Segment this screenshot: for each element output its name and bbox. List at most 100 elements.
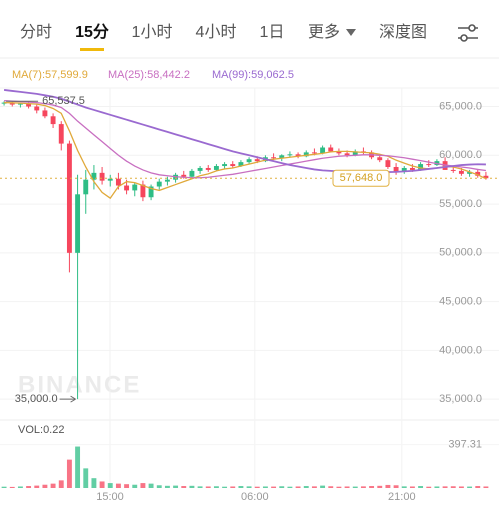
candle-body bbox=[66, 143, 72, 253]
candle-body bbox=[26, 103, 32, 107]
candle-body bbox=[467, 171, 473, 174]
volume-bar bbox=[58, 480, 64, 488]
arrow-head bbox=[70, 395, 76, 403]
volume-bar bbox=[66, 459, 72, 488]
y-tick-label: 397.31 bbox=[448, 439, 482, 451]
x-tick-label: 06:00 bbox=[241, 491, 269, 503]
volume-bar bbox=[360, 486, 366, 488]
volume-bar bbox=[442, 486, 448, 488]
y-tick-label: 40,000.0 bbox=[439, 344, 482, 356]
candle-body bbox=[377, 157, 383, 161]
volume-bar bbox=[385, 484, 391, 488]
ma-legend: MA(7):57,599.9 bbox=[12, 69, 88, 81]
ma-line bbox=[3, 89, 486, 174]
volume-bar bbox=[107, 483, 113, 488]
volume-bar bbox=[132, 484, 138, 488]
candle-body bbox=[222, 164, 228, 167]
candle-body bbox=[344, 153, 350, 156]
volume-bar bbox=[246, 486, 252, 488]
candle-body bbox=[205, 167, 211, 170]
volume-bar bbox=[156, 485, 162, 488]
volume-bar bbox=[75, 446, 81, 488]
high-marker-label: 65,537.5 bbox=[42, 95, 85, 107]
settings-icon[interactable] bbox=[458, 24, 478, 42]
last-price-box bbox=[332, 169, 390, 187]
volume-bar bbox=[254, 486, 260, 488]
volume-bar bbox=[320, 485, 326, 488]
volume-bar bbox=[140, 483, 146, 488]
volume-bar bbox=[1, 486, 7, 488]
volume-bar bbox=[401, 486, 407, 488]
volume-bar bbox=[328, 486, 334, 488]
volume-bar bbox=[262, 486, 268, 488]
volume-bar bbox=[42, 484, 48, 488]
volume-bar bbox=[26, 486, 32, 488]
volume-bar bbox=[50, 483, 56, 488]
watermark: BINANCE bbox=[18, 371, 141, 398]
volume-bar bbox=[344, 486, 350, 488]
tab[interactable]: 1小时 bbox=[132, 23, 173, 41]
volume-bar bbox=[377, 485, 383, 488]
low-marker-label: 35,000.0 bbox=[15, 393, 58, 405]
candle-body bbox=[58, 124, 64, 144]
volume-label: VOL:0.22 bbox=[18, 424, 64, 436]
volume-bar bbox=[295, 486, 301, 488]
y-tick-label: 45,000.0 bbox=[439, 296, 482, 308]
volume-bar bbox=[467, 486, 473, 488]
candle-body bbox=[75, 194, 81, 253]
volume-bar bbox=[279, 486, 285, 488]
candle-body bbox=[303, 152, 309, 157]
volume-bar bbox=[173, 485, 179, 488]
volume-bar bbox=[287, 486, 293, 488]
candle-body bbox=[99, 172, 105, 181]
candle-body bbox=[401, 167, 407, 172]
tab[interactable]: 1日 bbox=[260, 24, 285, 41]
tab-active[interactable]: 15分 bbox=[75, 23, 109, 41]
candle-body bbox=[328, 147, 334, 152]
candle-body bbox=[115, 178, 121, 186]
x-tick-label: 21:00 bbox=[388, 491, 416, 503]
volume-bar bbox=[458, 486, 464, 488]
volume-bar bbox=[197, 486, 203, 488]
candle-body bbox=[91, 172, 97, 180]
volume-bar bbox=[9, 486, 15, 488]
volume-bar bbox=[238, 486, 244, 488]
tab[interactable]: 更多 bbox=[308, 23, 340, 41]
candle-body bbox=[246, 159, 252, 163]
y-tick-label: 50,000.0 bbox=[439, 247, 482, 259]
candle-body bbox=[279, 155, 285, 159]
volume-bar bbox=[148, 483, 154, 488]
ma-line bbox=[4, 101, 487, 200]
volume-bar bbox=[124, 484, 130, 488]
y-tick-label: 35,000.0 bbox=[439, 393, 482, 405]
candle-body bbox=[124, 185, 130, 191]
tab[interactable]: 分时 bbox=[20, 23, 52, 41]
candle-body bbox=[50, 116, 56, 125]
candle-body bbox=[107, 178, 113, 181]
candle-body bbox=[320, 147, 326, 154]
volume-bar bbox=[34, 485, 40, 488]
candle-body bbox=[189, 170, 195, 177]
volume-bar bbox=[426, 486, 432, 488]
volume-bar bbox=[434, 486, 440, 488]
volume-bar bbox=[409, 486, 415, 488]
candle-body bbox=[450, 169, 456, 171]
candle-body bbox=[148, 186, 154, 198]
candle-body bbox=[483, 175, 489, 179]
tab[interactable]: 4小时 bbox=[196, 23, 237, 41]
candle-body bbox=[238, 162, 244, 167]
candle-body bbox=[409, 167, 415, 170]
candle-body bbox=[393, 167, 399, 172]
candle-body bbox=[352, 151, 358, 156]
candle-body bbox=[34, 106, 40, 111]
tab[interactable]: 深度图 bbox=[379, 23, 427, 41]
volume-bar bbox=[336, 486, 342, 488]
volume-bar bbox=[303, 486, 309, 488]
volume-bar bbox=[475, 486, 481, 488]
ma-legend: MA(99):59,062.5 bbox=[212, 69, 294, 81]
candle-body bbox=[230, 164, 236, 167]
volume-bar bbox=[352, 486, 358, 488]
x-tick-label: 15:00 bbox=[96, 491, 124, 503]
volume-bar bbox=[222, 486, 228, 488]
